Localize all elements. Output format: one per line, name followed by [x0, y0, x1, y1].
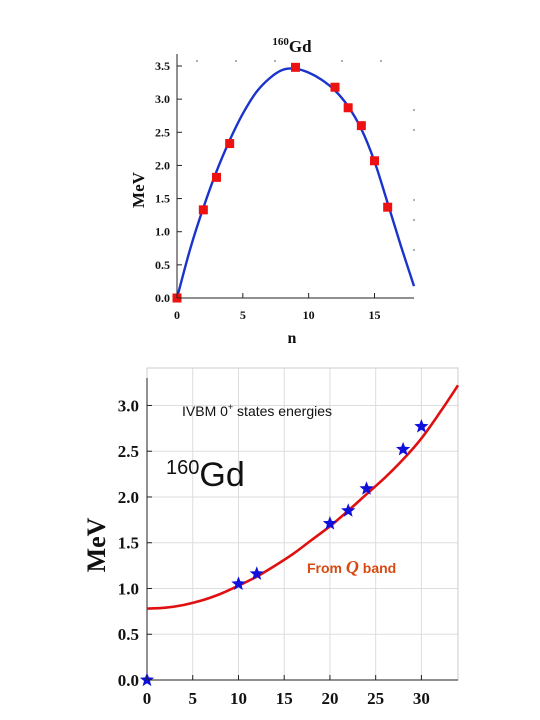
x-tick-label-5: 25	[367, 689, 384, 708]
y-tick-label-3: 1.5	[155, 192, 170, 206]
data-point-0-2	[212, 172, 221, 182]
chart2-annotation-isotope-mass: 160	[166, 457, 199, 479]
data-point-0-7	[356, 121, 366, 131]
chart1-title-element: Gd	[289, 37, 312, 56]
data-point-0-3	[225, 139, 235, 149]
series-line-1	[146, 384, 460, 610]
chart1-title-mass: 160	[272, 36, 289, 48]
y-tick-label-1: 0.5	[155, 258, 170, 272]
chart2-ylabel: MeV	[82, 517, 111, 572]
y-tick-label-5: 2.5	[118, 442, 139, 461]
chart2-annotation-band-before: From	[307, 560, 346, 576]
chart-ivbm-energies: 0 5 10 15 20 25 30 0.0 0.5 1.0 1.5 2.0 2.5 3.0 IVBM 0…	[82, 367, 460, 708]
y-tick-label-4: 2.0	[155, 158, 170, 172]
data-point-0-5	[330, 82, 340, 92]
x-tick-label-4: 20	[321, 689, 338, 708]
data-point-0-2	[249, 566, 264, 580]
axis-dot-0	[196, 60, 198, 62]
data-point-0-6	[343, 103, 353, 113]
data-point-0-9	[383, 202, 393, 212]
chart1-xlabel: n	[288, 330, 297, 345]
axis-dot-8	[413, 219, 415, 221]
data-point-0-7	[414, 419, 429, 433]
data-point-0-6	[396, 441, 411, 456]
y-tick-label-1: 0.5	[118, 625, 139, 644]
axis-dot-7	[413, 199, 415, 201]
x-tick-label-1: 5	[188, 689, 197, 708]
data-point-0-4	[291, 62, 300, 72]
data-point-0-3	[322, 516, 338, 530]
x-tick-label-3: 15	[369, 308, 381, 322]
axis-dot-9	[413, 249, 415, 251]
axis-dot-1	[235, 60, 237, 62]
chart2-annotation-band: From Q band	[307, 557, 396, 577]
data-point-0-4	[341, 503, 356, 517]
axis-dot-3	[341, 60, 343, 62]
y-tick-label-0: 0.0	[155, 291, 170, 305]
chart-energy-vs-n: 0 5 10 15 0.0 0.5 1.0 1.5 2.0 2.5 3.0 3.5 160Gd n M…	[129, 36, 416, 345]
data-point-0-1	[198, 205, 208, 215]
chart2-annotation-ivbm: IVBM 0+ states energies	[182, 402, 332, 419]
x-tick-label-2: 10	[230, 689, 247, 708]
axis-dot-6	[413, 129, 415, 131]
y-tick-label-6: 3.0	[118, 396, 139, 415]
series-line-1	[175, 67, 416, 299]
chart2-annotation-band-symbol: Q	[346, 557, 359, 577]
y-tick-label-5: 2.5	[155, 125, 170, 139]
y-tick-label-2: 1.0	[118, 579, 139, 598]
x-tick-label-6: 30	[413, 689, 430, 708]
chart2-annotation-ivbm-after: states energies	[233, 403, 332, 419]
chart2-annotation-isotope: 160Gd	[166, 456, 245, 494]
chart2-annotation-isotope-element: Gd	[199, 456, 244, 494]
chart1-ylabel: MeV	[129, 171, 148, 208]
y-tick-label-3: 1.5	[118, 534, 139, 553]
x-tick-label-0: 0	[174, 308, 180, 322]
chart2-annotation-ivbm-sup: +	[228, 402, 233, 412]
x-tick-label-1: 5	[240, 308, 246, 322]
y-tick-label-4: 2.0	[118, 488, 139, 507]
x-tick-label-0: 0	[143, 689, 152, 708]
data-point-0-8	[370, 156, 379, 166]
data-point-0-1	[231, 576, 246, 590]
y-tick-label-7: 3.5	[155, 59, 170, 73]
chart1-title: 160Gd	[272, 36, 312, 56]
chart2-annotation-ivbm-text: IVBM 0	[182, 403, 228, 419]
x-tick-label-2: 10	[303, 308, 315, 322]
chart2-annotation-band-after: band	[359, 560, 396, 576]
axis-dot-5	[413, 109, 415, 111]
y-tick-label-6: 3.0	[155, 92, 170, 106]
axis-dot-4	[380, 60, 382, 62]
y-tick-label-0: 0.0	[118, 671, 139, 690]
x-tick-label-3: 15	[276, 689, 293, 708]
data-point-0-5	[359, 481, 374, 495]
y-tick-label-2: 1.0	[155, 225, 170, 239]
axis-dot-2	[274, 60, 276, 62]
